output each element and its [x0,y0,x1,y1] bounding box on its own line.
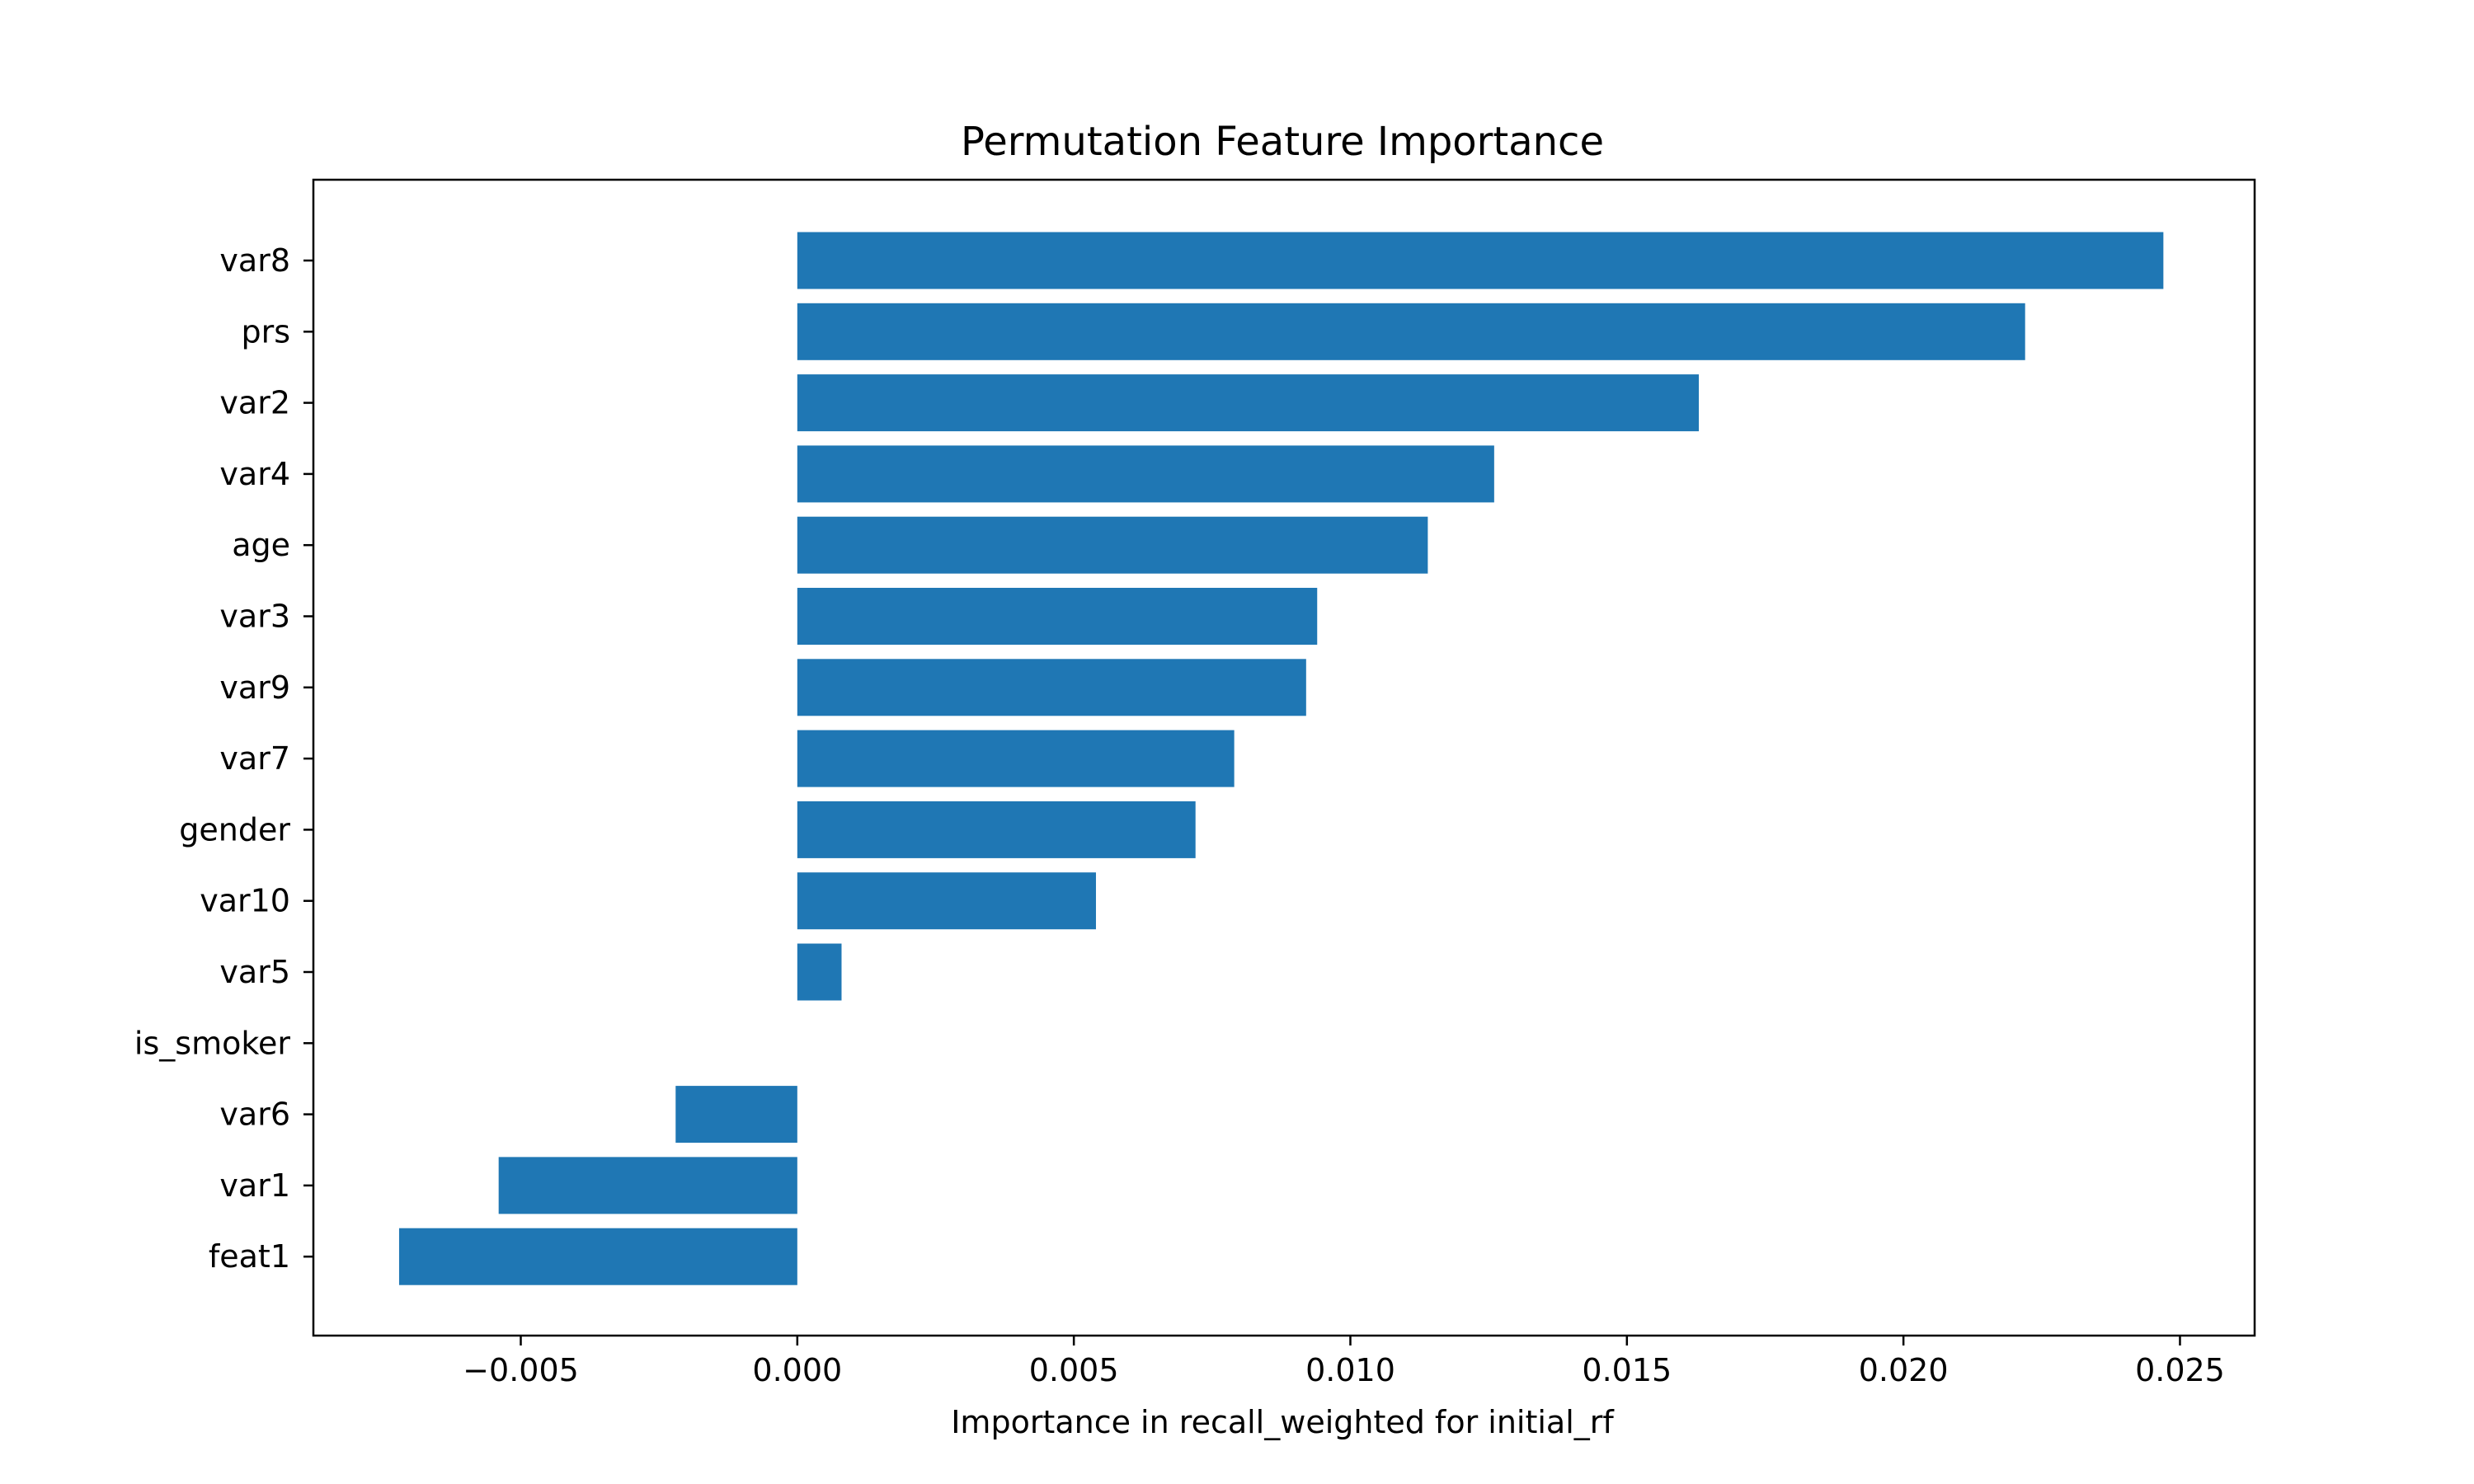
chart-title: Permutation Feature Importance [961,119,1604,165]
bar-var5 [797,943,842,1001]
y-tick-label-gender: gender [179,811,290,848]
y-tick-label-var4: var4 [219,456,290,492]
bar-var3 [797,588,1318,645]
y-tick-label-var6: var6 [219,1097,290,1133]
y-tick-label-var8: var8 [219,242,290,279]
x-tick-label: 0.020 [1859,1352,1949,1388]
bar-var8 [797,232,2164,289]
bar-prs [797,303,2025,360]
x-tick-label: −0.005 [463,1352,579,1388]
y-tick-label-var2: var2 [219,385,290,421]
x-axis: −0.005 0.000 0.005 0.010 0.015 0.020 0.025 [463,1336,2225,1388]
bar-var7 [797,730,1235,787]
y-axis: var8 prs var2 var4 age var3 var9 var7 gender var1… [134,242,313,1275]
bar-gender [797,801,1196,858]
bar-var4 [797,445,1494,503]
bar-feat1 [398,1228,797,1285]
y-tick-label-feat1: feat1 [209,1238,290,1275]
bar-var6 [675,1086,797,1144]
y-tick-label-prs: prs [241,313,290,350]
y-tick-label-var10: var10 [200,883,290,919]
bar-var2 [797,374,1699,432]
y-tick-label-var1: var1 [219,1167,290,1204]
y-tick-label-var3: var3 [219,599,290,635]
x-tick-label: 0.015 [1582,1352,1672,1388]
y-tick-label-var7: var7 [219,740,290,777]
x-axis-label: Importance in recall_weighted for initia… [951,1404,1615,1440]
y-tick-label-var5: var5 [219,954,290,990]
x-tick-label: 0.010 [1305,1352,1395,1388]
x-tick-label: 0.000 [752,1352,842,1388]
bars-layer [398,232,2164,1285]
x-tick-label: 0.005 [1029,1352,1119,1388]
bar-age [797,516,1428,574]
bar-var10 [797,872,1096,930]
bar-var1 [498,1157,797,1214]
bar-var9 [797,659,1306,716]
y-tick-label-var9: var9 [219,669,290,706]
y-tick-label-age: age [232,527,290,563]
y-tick-label-is_smoker: is_smoker [134,1025,290,1061]
x-tick-label: 0.025 [2135,1352,2225,1388]
